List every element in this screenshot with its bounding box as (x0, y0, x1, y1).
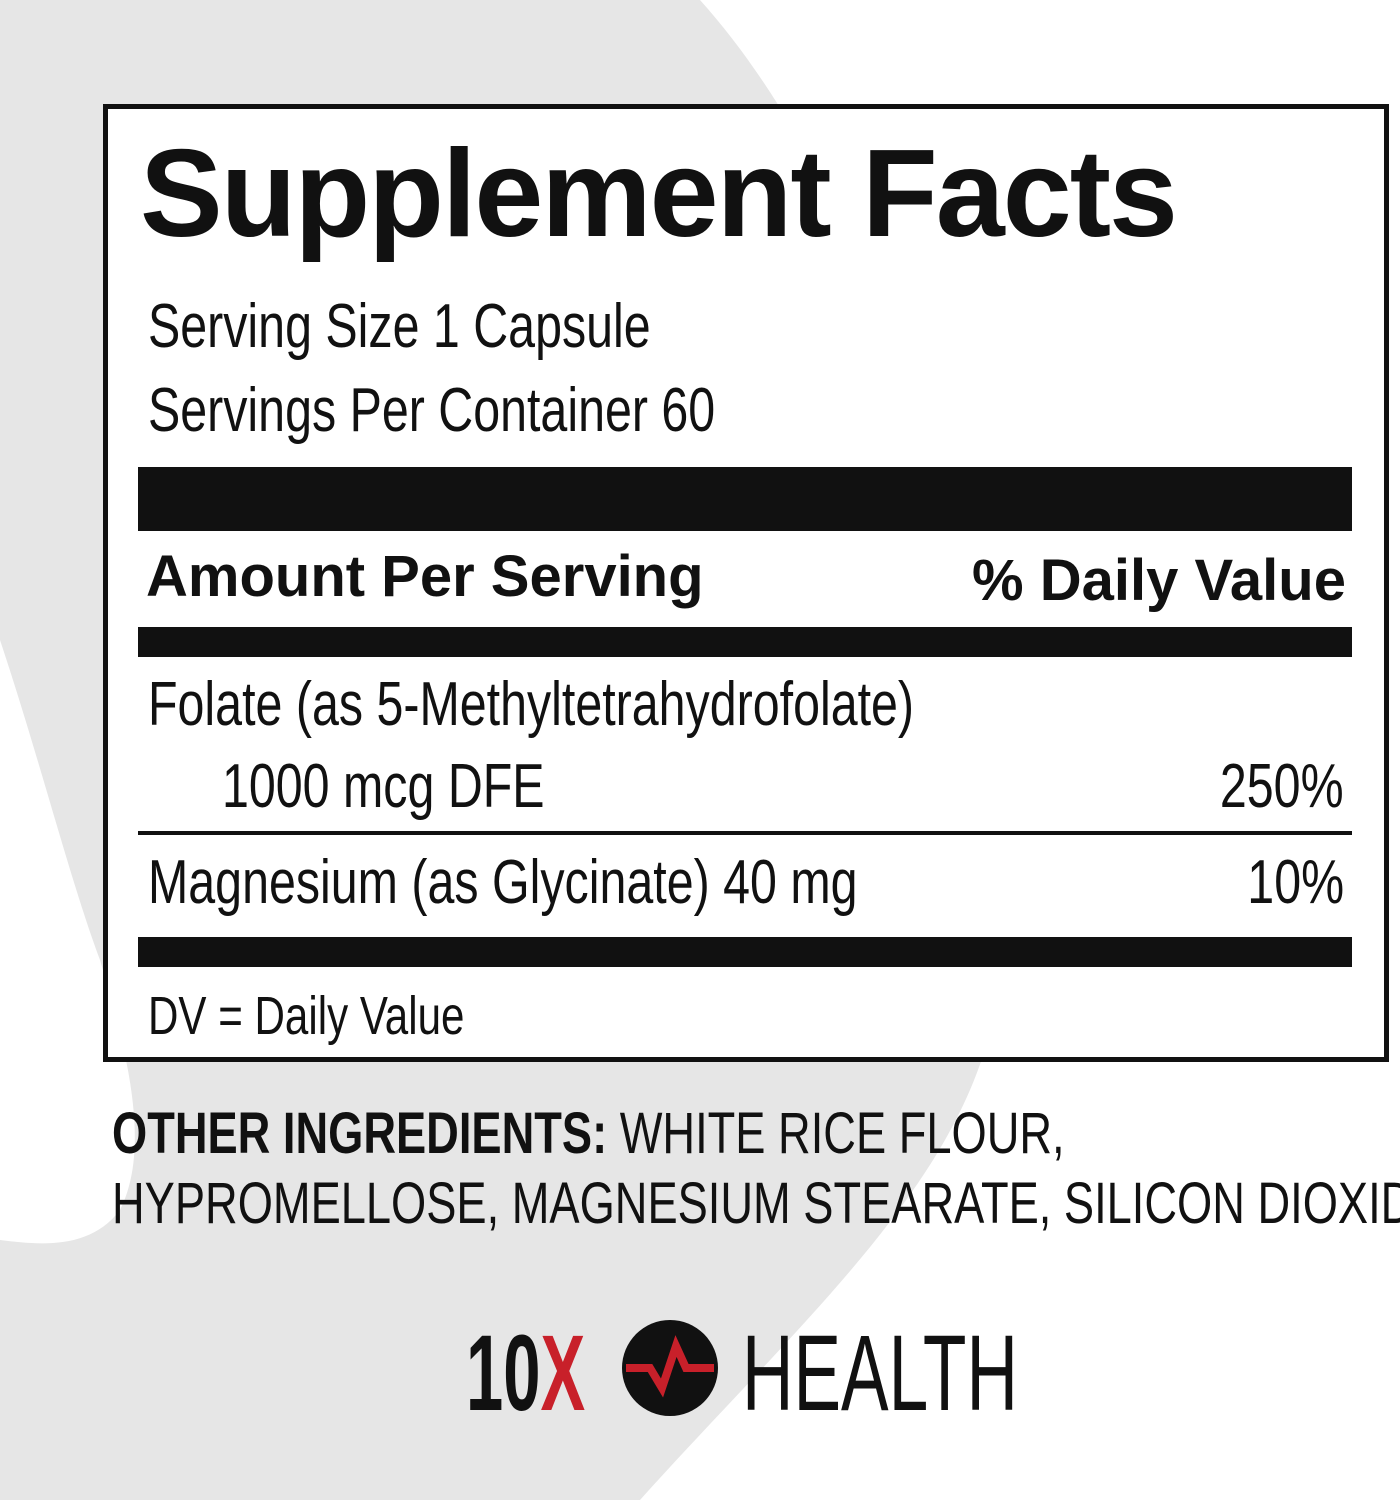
supplement-facts-panel: Supplement Facts Serving Size 1 Capsule … (103, 104, 1389, 1062)
bottom-divider (138, 937, 1352, 967)
header-daily-value: % Daily Value (972, 548, 1346, 613)
logo-health: HEALTH (742, 1312, 1018, 1433)
medium-divider (138, 627, 1352, 657)
magnesium-dv: 10% (1247, 848, 1344, 917)
footnote: DV = Daily Value (148, 986, 465, 1046)
thin-divider (138, 831, 1352, 835)
servings-per-container: Servings Per Container 60 (148, 376, 716, 445)
panel-title: Supplement Facts (140, 125, 1178, 263)
other-ingredients-line2: HYPROMELLOSE, MAGNESIUM STEARATE, SILICO… (112, 1171, 1400, 1236)
logo-10: 10 (466, 1312, 541, 1433)
magnesium-name: Magnesium (as Glycinate) 40 mg (148, 848, 858, 917)
thick-divider (138, 467, 1352, 531)
other-ingredients-line1: OTHER INGREDIENTS: WHITE RICE FLOUR, (112, 1100, 1065, 1167)
serving-size: Serving Size 1 Capsule (148, 292, 651, 361)
folate-amount: 1000 mcg DFE (222, 752, 545, 821)
logo-x: X (540, 1312, 586, 1433)
other-ingredients-text1: WHITE RICE FLOUR, (619, 1101, 1065, 1166)
header-amount: Amount Per Serving (146, 544, 704, 609)
other-ingredients-label: OTHER INGREDIENTS: (112, 1101, 608, 1166)
folate-name: Folate (as 5-Methyltetrahydrofolate) (148, 670, 915, 739)
folate-dv: 250% (1220, 752, 1344, 821)
heartbeat-circle-icon (622, 1320, 718, 1416)
